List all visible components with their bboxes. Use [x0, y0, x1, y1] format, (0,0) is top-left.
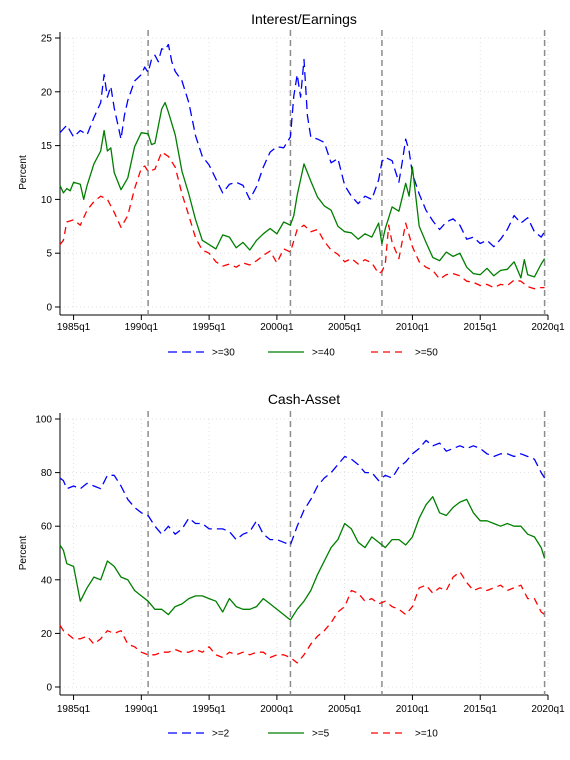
legend-label: >=40 — [312, 348, 335, 359]
x-tick-label: 2015q1 — [464, 704, 498, 715]
y-axis-label: Percent — [18, 155, 29, 190]
series-line — [59, 43, 546, 248]
interest-earnings-panel: Interest/Earnings 0 5 10 15 20 25 1985q1 1990q1 1… — [18, 11, 565, 359]
series-line — [59, 151, 545, 290]
x-tick-label: 2015q1 — [464, 322, 498, 333]
x-tick-label: 1985q1 — [57, 704, 91, 715]
x-tick-label: 2020q1 — [531, 322, 565, 333]
y-tick-label: 20 — [41, 87, 53, 98]
x-tick-label: 2005q1 — [328, 704, 362, 715]
x-tick-label: 1990q1 — [125, 322, 159, 333]
x-tick-label: 1995q1 — [192, 704, 226, 715]
x-tick-label: 1985q1 — [57, 322, 91, 333]
x-tick-label: 2010q1 — [396, 322, 430, 333]
legend-label: >=10 — [415, 729, 438, 740]
legend-label: >=50 — [415, 348, 438, 359]
x-tick-label: 1990q1 — [125, 704, 159, 715]
y-tick-label: 0 — [46, 303, 52, 314]
x-tick-label: 1995q1 — [192, 322, 226, 333]
x-tick-label: 2010q1 — [396, 704, 430, 715]
y-tick-label: 60 — [41, 522, 53, 533]
y-tick-label: 10 — [41, 195, 53, 206]
series-line — [59, 439, 546, 546]
y-tick-label: 25 — [41, 34, 53, 45]
y-tick-label: 20 — [41, 629, 53, 640]
x-tick-label: 2000q1 — [260, 322, 294, 333]
legend-label: >=5 — [312, 729, 330, 740]
x-tick-label: 2020q1 — [531, 704, 565, 715]
chart-title: Interest/Earnings — [251, 11, 357, 27]
legend-label: >=2 — [212, 729, 230, 740]
series-line — [59, 571, 545, 664]
series-line — [59, 101, 546, 279]
y-tick-label: 40 — [41, 575, 53, 586]
x-tick-label: 2005q1 — [328, 322, 362, 333]
legend-label: >=30 — [212, 348, 235, 359]
y-tick-label: 15 — [41, 141, 53, 152]
cash-asset-panel: Cash-Asset 0 20 40 60 80 100 1985q1 1990q1 1995q1… — [18, 391, 565, 740]
y-tick-label: 0 — [46, 683, 52, 694]
chart-title: Cash-Asset — [268, 391, 340, 407]
y-tick-label: 100 — [35, 415, 52, 426]
series-line — [59, 496, 546, 621]
y-tick-label: 80 — [41, 468, 53, 479]
y-axis-label: Percent — [18, 536, 29, 571]
y-tick-label: 5 — [46, 249, 52, 260]
x-tick-label: 2000q1 — [260, 704, 294, 715]
